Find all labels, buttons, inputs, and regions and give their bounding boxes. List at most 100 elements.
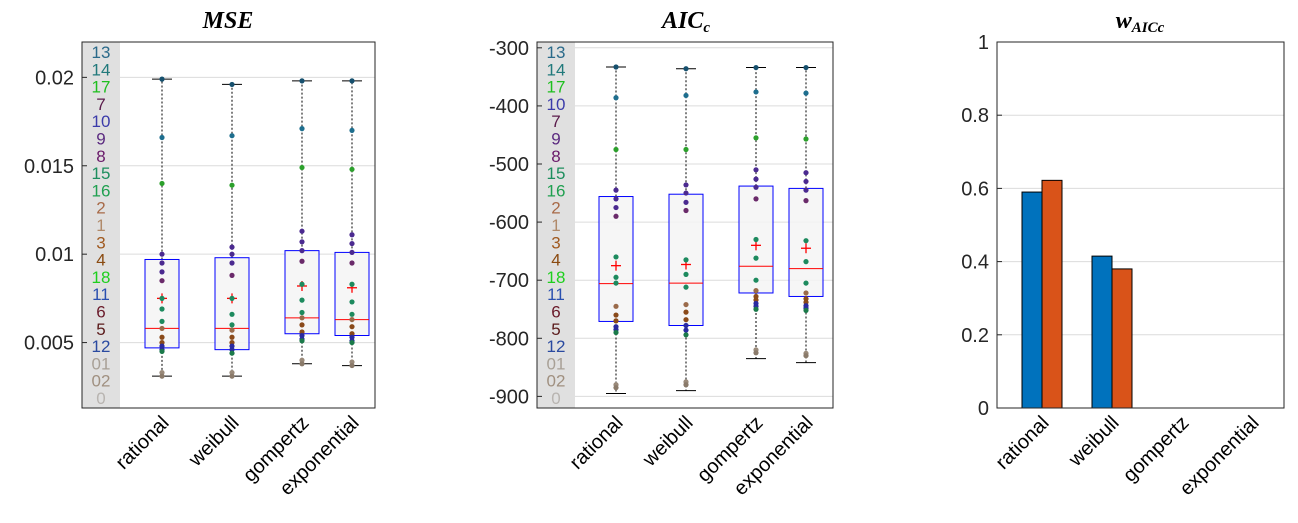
category-label: weibull [184, 412, 244, 472]
data-point [229, 327, 235, 333]
data-point [299, 309, 305, 316]
side-label: 3 [551, 233, 560, 252]
y-tick-label: 0.015 [24, 156, 74, 178]
side-label: 13 [547, 43, 566, 62]
side-label: 16 [547, 181, 566, 200]
data-point [299, 126, 305, 132]
side-label: 8 [551, 147, 560, 166]
category-label: rational [992, 412, 1054, 474]
data-point [349, 260, 355, 266]
side-label: 3 [96, 233, 105, 252]
data-point [753, 64, 759, 71]
side-label: 02 [547, 372, 566, 391]
data-point [683, 301, 689, 308]
data-point [159, 269, 165, 275]
data-point [229, 311, 235, 317]
data-point [683, 327, 689, 333]
data-point [753, 176, 759, 182]
side-label: 0 [551, 389, 560, 408]
side-label: 02 [92, 372, 111, 391]
data-point [613, 64, 619, 70]
data-point [229, 272, 235, 278]
data-point [299, 239, 305, 245]
data-point [613, 303, 619, 309]
data-point [803, 307, 809, 313]
title-subscript: AICc [1131, 20, 1165, 36]
y-tick-label: 0.2 [961, 325, 989, 347]
side-label: 12 [547, 337, 566, 356]
data-point [683, 382, 689, 388]
y-tick-label: -400 [489, 96, 529, 118]
data-point [613, 146, 619, 153]
data-point [753, 167, 759, 173]
y-tick-label: -500 [489, 154, 529, 176]
title-subscript: c [703, 20, 710, 36]
side-label: 4 [96, 251, 105, 270]
chart-title: wAICc [1116, 8, 1165, 36]
data-point [299, 361, 305, 367]
y-tick-label: 1 [978, 32, 989, 54]
data-point [349, 78, 355, 84]
data-point [803, 64, 809, 71]
axes-frame [996, 41, 1285, 409]
data-point [159, 325, 165, 332]
category-label: rational [566, 412, 628, 474]
data-point [683, 199, 689, 205]
data-point [803, 90, 809, 96]
mean-marker [801, 243, 811, 254]
data-point [613, 95, 619, 101]
mse-boxplot-panel: 131417710981516213418116512010200.0050.0… [24, 8, 376, 500]
data-point [349, 316, 355, 323]
side-label: 15 [547, 164, 566, 183]
data-point [159, 134, 165, 141]
side-label: 9 [551, 130, 560, 149]
data-point [299, 164, 305, 171]
side-label: 12 [92, 337, 111, 356]
bar-weibull-series-2 [1111, 268, 1133, 409]
data-point [349, 362, 355, 369]
data-point [299, 315, 305, 321]
data-point [349, 324, 355, 330]
data-point [229, 251, 235, 257]
side-label: 17 [92, 78, 111, 97]
data-point [753, 184, 759, 190]
title-main: AIC [660, 8, 704, 34]
data-point [299, 78, 305, 84]
side-label: 7 [551, 112, 560, 131]
data-point [753, 277, 759, 283]
data-point [349, 249, 355, 256]
data-point [803, 259, 809, 265]
side-label: 10 [547, 95, 566, 114]
side-label: 5 [551, 320, 560, 339]
side-label: 6 [551, 303, 560, 322]
chart-title: AICc [660, 8, 710, 36]
data-point [683, 66, 689, 72]
data-point [159, 76, 165, 82]
data-point [683, 271, 689, 277]
side-label: 14 [547, 60, 566, 79]
data-point [683, 182, 689, 188]
data-point [613, 329, 619, 336]
side-label: 14 [92, 60, 111, 79]
data-point [299, 281, 305, 287]
data-point [613, 312, 619, 318]
data-point [613, 280, 619, 286]
y-tick-label: 0 [978, 398, 989, 420]
data-point [803, 187, 809, 193]
data-point [299, 297, 305, 303]
side-label: 15 [92, 164, 111, 183]
data-point [349, 311, 355, 317]
data-point [683, 317, 689, 323]
side-label: 01 [547, 354, 566, 373]
data-point [683, 190, 689, 196]
data-point [159, 295, 165, 301]
side-label: 11 [547, 285, 565, 304]
title-main: MSE [202, 8, 254, 34]
data-point [803, 170, 809, 176]
y-tick-label: 0.4 [961, 252, 989, 274]
data-point [803, 178, 809, 185]
aicc-boxplot-panel: 13141710798151621341811651201020-900-800… [489, 8, 834, 500]
bar-weibull-series-1 [1091, 255, 1113, 409]
